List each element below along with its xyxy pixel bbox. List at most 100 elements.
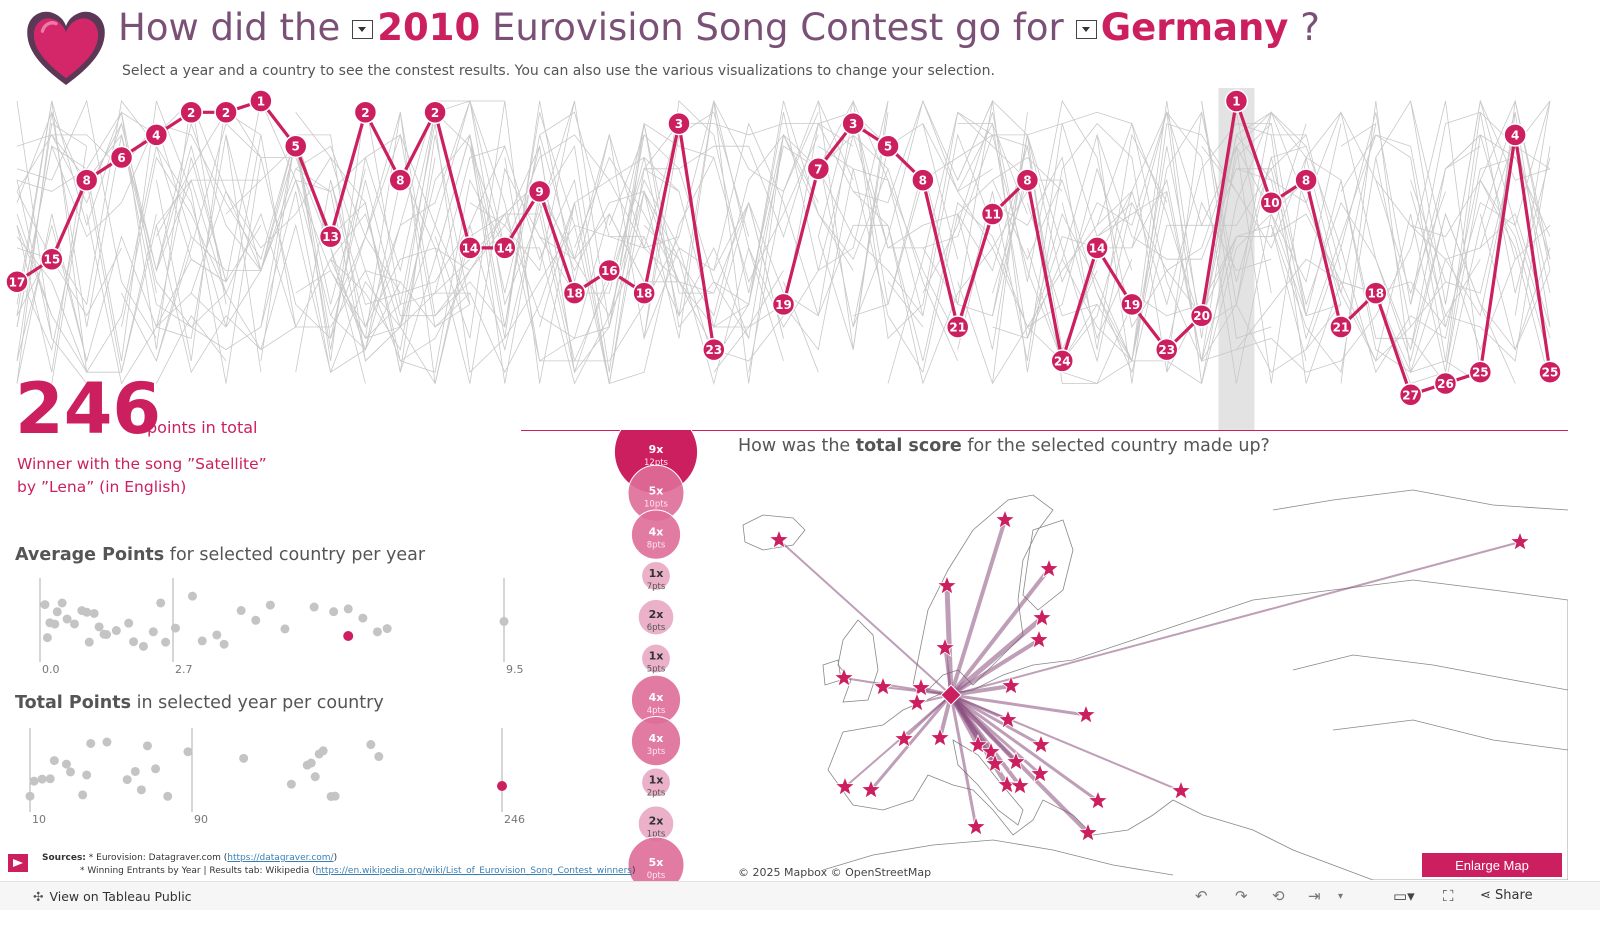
bubble-points: 2pts <box>647 788 666 798</box>
rank-marker <box>144 123 169 147</box>
country-dot <box>102 737 112 747</box>
rank-marker <box>214 100 238 125</box>
refresh-icon[interactable]: ⇥ <box>1308 887 1321 905</box>
revert-icon[interactable]: ⟲ <box>1272 887 1285 905</box>
country-dot <box>330 791 340 801</box>
vote-flow-line <box>949 693 1100 803</box>
country-selector[interactable]: Germany <box>1100 6 1289 49</box>
country-dot <box>129 637 139 647</box>
redo-icon[interactable]: ↷ <box>1235 887 1248 905</box>
rank-label: 23 <box>705 343 722 357</box>
rank-marker <box>353 100 378 125</box>
title-suffix: ? <box>1300 6 1320 49</box>
bubble-count: 1x <box>649 773 664 786</box>
bubble-points: 3pts <box>647 747 666 757</box>
rank-label: 18 <box>1367 287 1384 301</box>
source-1-text: * Eurovision: Datagraver.com ( <box>88 853 228 863</box>
undo-icon[interactable]: ↶ <box>1195 887 1208 905</box>
points-bubble <box>641 643 671 674</box>
bubble-points: 12pts <box>644 458 669 468</box>
voter-star-icon <box>980 740 1002 762</box>
source-2-link[interactable]: https://en.wikipedia.org/wiki/List_of_Eu… <box>315 866 632 876</box>
share-label: Share <box>1495 888 1533 903</box>
rank-marker <box>1120 292 1144 317</box>
rank-marker <box>109 145 134 170</box>
bubble-points: 5pts <box>647 665 666 675</box>
comment-icon[interactable]: ▭▾ <box>1393 887 1415 905</box>
voter-star-icon <box>906 691 928 713</box>
rank-label: 7 <box>814 162 822 176</box>
bubble-points: 0pts <box>647 871 666 881</box>
rank-label: 20 <box>1193 309 1210 323</box>
rank-marker <box>911 168 935 192</box>
country-dropdown-icon[interactable] <box>1075 20 1097 39</box>
country-dot <box>372 627 382 637</box>
voter-star-icon <box>994 508 1016 530</box>
tick-label: 90 <box>194 813 208 826</box>
country-dot <box>111 626 121 636</box>
rank-marker <box>876 134 900 158</box>
rank-label: 23 <box>1158 343 1175 357</box>
map-attribution[interactable]: © 2025 Mapbox © OpenStreetMap <box>738 866 932 879</box>
country-dot <box>197 636 207 646</box>
rank-marker <box>458 236 482 260</box>
total-points-title: Total Points in selected year per countr… <box>15 693 384 713</box>
bubble-count: 4x <box>649 691 664 704</box>
rank-marker <box>667 111 691 136</box>
title-middle: Eurovision Song Contest go for <box>491 6 1064 49</box>
voter-star-icon <box>997 708 1019 730</box>
voter-star-icon <box>910 676 932 698</box>
voter-star-icon <box>834 775 856 797</box>
other-country-line <box>16 100 1551 384</box>
rank-label: 18 <box>566 287 583 301</box>
avg-points-strip-chart[interactable]: 0.0 2.7 9.5 <box>0 570 560 680</box>
rank-marker <box>1155 337 1179 362</box>
votes-flow-map[interactable] <box>733 470 1568 880</box>
rank-label: 11 <box>984 208 1001 222</box>
total-points-label: points in total <box>147 418 258 437</box>
rank-marker <box>1538 360 1562 384</box>
share-button[interactable]: ⋖ Share <box>1480 888 1533 903</box>
vote-flow-line <box>949 693 1088 717</box>
enlarge-map-button[interactable]: Enlarge Map <box>1422 853 1562 877</box>
rank-marker <box>562 281 587 305</box>
source-1-link[interactable]: https://datagraver.com/ <box>227 853 334 863</box>
map-title: How was the total score for the selected… <box>738 436 1270 456</box>
voter-star-icon <box>936 574 958 596</box>
country-dot <box>86 738 96 748</box>
total-points-title-bold: Total Points <box>15 693 131 713</box>
country-dot <box>183 747 193 757</box>
bubble-points: 10pts <box>644 499 669 509</box>
pause-dropdown-icon[interactable]: ▾ <box>1338 891 1344 902</box>
winner-line-1: Winner with the song ”Satellite” <box>17 455 267 473</box>
rank-label: 6 <box>117 151 125 165</box>
voter-star-icon <box>965 815 987 837</box>
voter-star-icon <box>1030 733 1052 755</box>
country-dot <box>69 619 79 629</box>
view-on-tableau-link[interactable]: ✣ View on Tableau Public <box>33 889 192 904</box>
year-selector[interactable]: 2010 <box>377 6 481 49</box>
total-points-title-rest: in selected year per country <box>136 693 384 713</box>
rank-marker <box>1224 89 1249 113</box>
year-dropdown-icon[interactable] <box>352 20 374 39</box>
voter-star-icon <box>1009 774 1031 796</box>
bubble-points: 7pts <box>647 582 666 592</box>
other-country-line <box>86 133 1551 385</box>
fullscreen-icon[interactable]: ⛶ <box>1443 887 1454 905</box>
voter-star-icon <box>967 733 989 755</box>
points-bubble <box>637 598 675 636</box>
rank-label: 13 <box>322 230 339 244</box>
country-dot <box>239 753 249 763</box>
country-dot <box>94 622 104 632</box>
rank-label: 5 <box>884 140 892 154</box>
rank-marker <box>1398 383 1423 407</box>
rank-label: 8 <box>396 174 404 188</box>
points-breakdown-bubbles[interactable]: 9x 12pts 5x 10pts 4x 8pts 1x 7pts 2x 6pts 1x 5pts 4x… <box>610 430 702 890</box>
voter-star-icon <box>833 666 855 688</box>
total-points-strip-chart[interactable]: 10 90 246 <box>0 720 560 830</box>
country-dot <box>265 600 275 610</box>
country-dot <box>318 746 328 756</box>
bubble-points: 8pts <box>647 541 666 551</box>
rank-marker <box>1294 168 1318 192</box>
